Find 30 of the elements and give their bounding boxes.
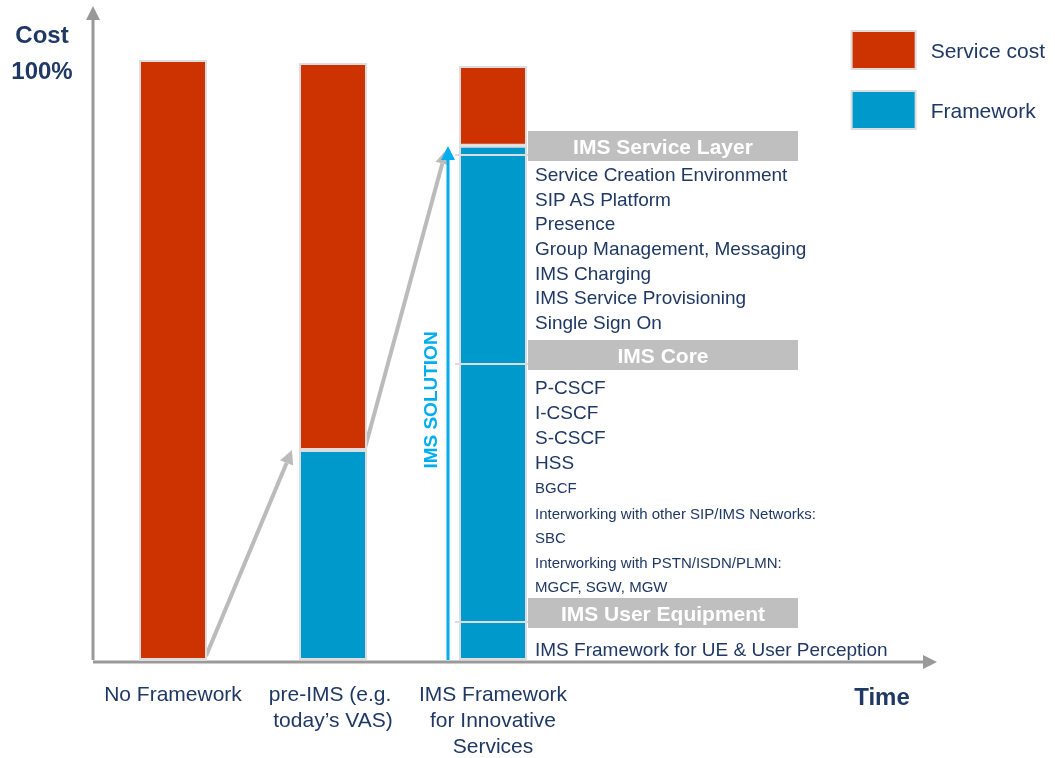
annotation: BGCF xyxy=(535,478,577,496)
annotation: Service Creation Environment xyxy=(535,163,789,185)
annotation: IMS Service Provisioning xyxy=(535,286,747,308)
y-axis-title: Cost xyxy=(15,20,69,48)
annotation: SIP AS Platform xyxy=(535,188,671,210)
bar xyxy=(139,60,207,660)
annotation: IMS Framework for UE & User Perception xyxy=(535,638,888,660)
annotation: Single Sign On xyxy=(535,311,662,333)
annotation: MGCF, SGW, MGW xyxy=(535,577,669,595)
annotation: IMS Charging xyxy=(535,262,652,284)
annotation: Interworking with PSTN/ISDN/PLMN: xyxy=(535,553,782,571)
text: IMS Service Layer xyxy=(573,134,753,158)
text: Time xyxy=(854,682,910,710)
annotation: IMS User Equipment xyxy=(560,601,766,625)
annotation: IMS SOLUTION xyxy=(419,331,441,469)
annotation: SBC xyxy=(535,528,567,546)
annotation: Presence xyxy=(535,212,616,234)
annotation: Interworking with other SIP/IMS Networks: xyxy=(535,504,816,522)
annotation: Group Management, Messaging xyxy=(535,237,807,259)
x-tick-label: No Framework xyxy=(104,681,243,705)
annotation: P-CSCF xyxy=(535,376,606,398)
legend-label: Framework xyxy=(930,98,1037,122)
x-tick-label: pre-IMS (e.g. today’s VAS) xyxy=(268,681,398,731)
text: 100% xyxy=(11,56,73,84)
text: IMS Core xyxy=(617,343,709,367)
annotation: S-CSCF xyxy=(535,426,606,448)
annotation: HSS xyxy=(535,451,575,473)
annotation: I-CSCF xyxy=(535,401,599,423)
x-tick-label: IMS Framework for Innovative Services xyxy=(418,681,568,757)
legend-label: Service cost xyxy=(930,38,1046,62)
